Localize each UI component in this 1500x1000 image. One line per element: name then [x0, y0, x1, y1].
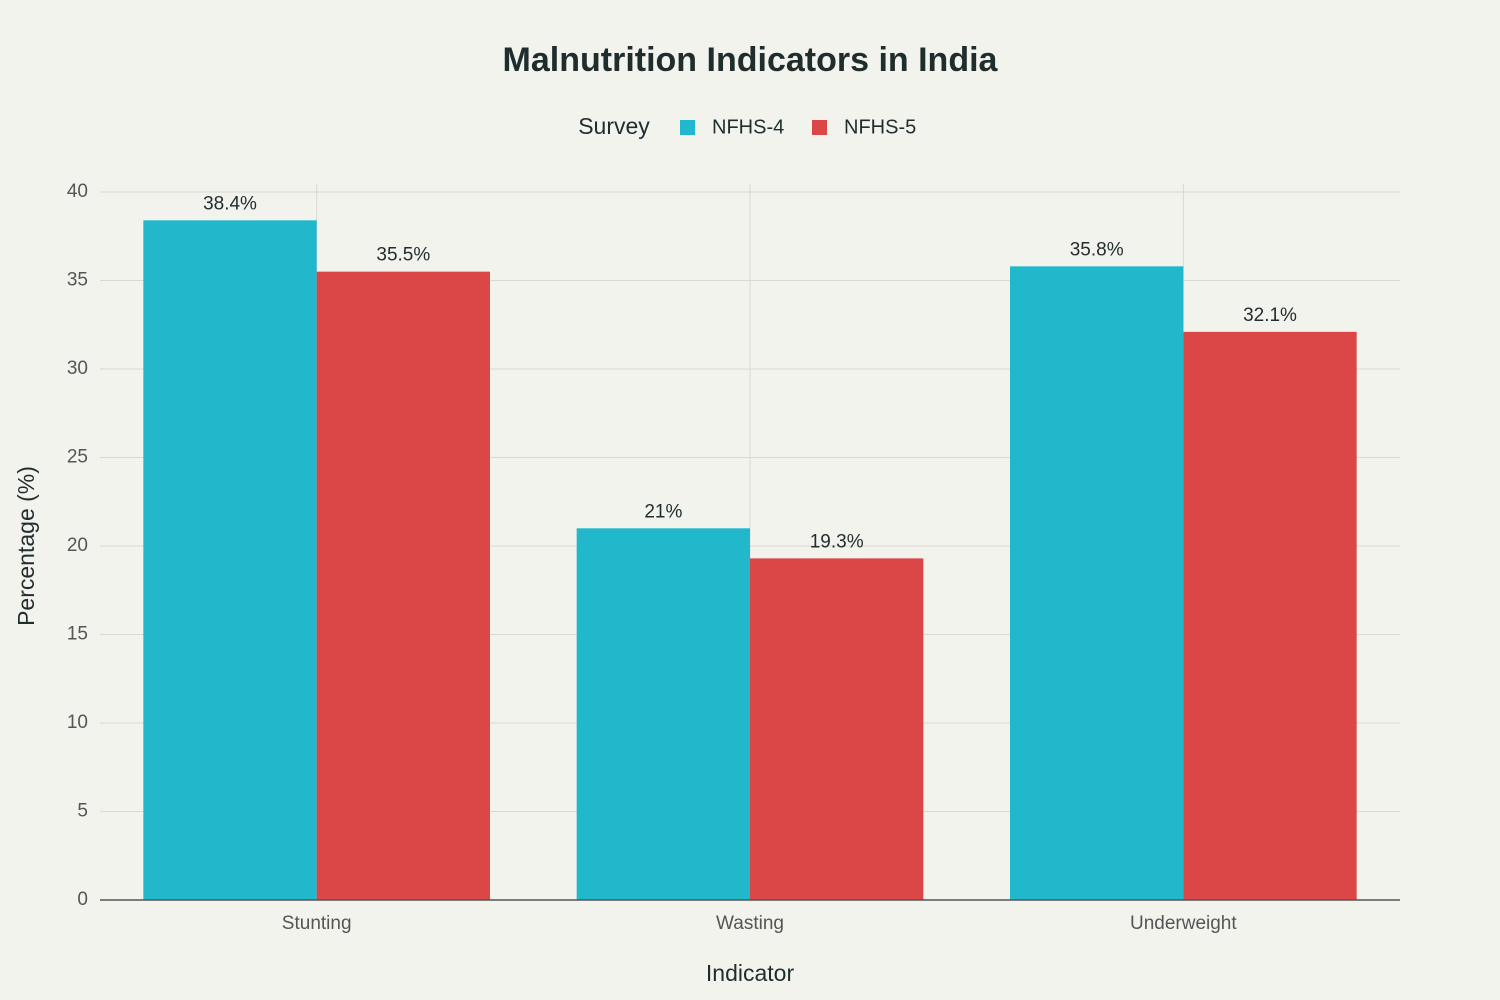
y-tick-label: 0	[77, 889, 88, 910]
y-tick-label: 40	[67, 181, 88, 202]
legend-swatch	[680, 120, 695, 135]
legend-label: NFHS-4	[712, 116, 784, 138]
y-tick-label: 30	[67, 358, 88, 379]
y-tick-label: 15	[67, 624, 88, 645]
y-tick-label: 25	[67, 447, 88, 468]
bar	[750, 558, 924, 900]
x-tick-label: Underweight	[1130, 913, 1237, 934]
value-label: 32.1%	[1243, 305, 1297, 326]
bar	[316, 271, 490, 900]
bar	[1183, 331, 1357, 901]
value-label: 19.3%	[810, 531, 864, 552]
y-tick-label: 20	[67, 535, 88, 556]
x-tick-label: Wasting	[716, 913, 784, 934]
value-label: 35.5%	[376, 245, 430, 266]
bar	[143, 220, 317, 900]
legend-label: NFHS-5	[844, 116, 916, 138]
bar	[576, 528, 750, 900]
value-label: 21%	[644, 501, 682, 522]
chart-title: Malnutrition Indicators in India	[503, 41, 999, 79]
value-label: 38.4%	[203, 193, 257, 214]
y-axis-title: Percentage (%)	[13, 466, 39, 626]
y-tick-label: 5	[77, 801, 88, 822]
value-label: 35.8%	[1070, 239, 1124, 260]
y-tick-label: 35	[67, 270, 88, 291]
y-tick-label: 10	[67, 712, 88, 733]
legend-swatch	[812, 120, 827, 135]
x-tick-label: Stunting	[282, 913, 352, 934]
legend-title: Survey	[578, 113, 650, 139]
bar	[1010, 266, 1184, 901]
x-axis-title: Indicator	[706, 960, 795, 986]
